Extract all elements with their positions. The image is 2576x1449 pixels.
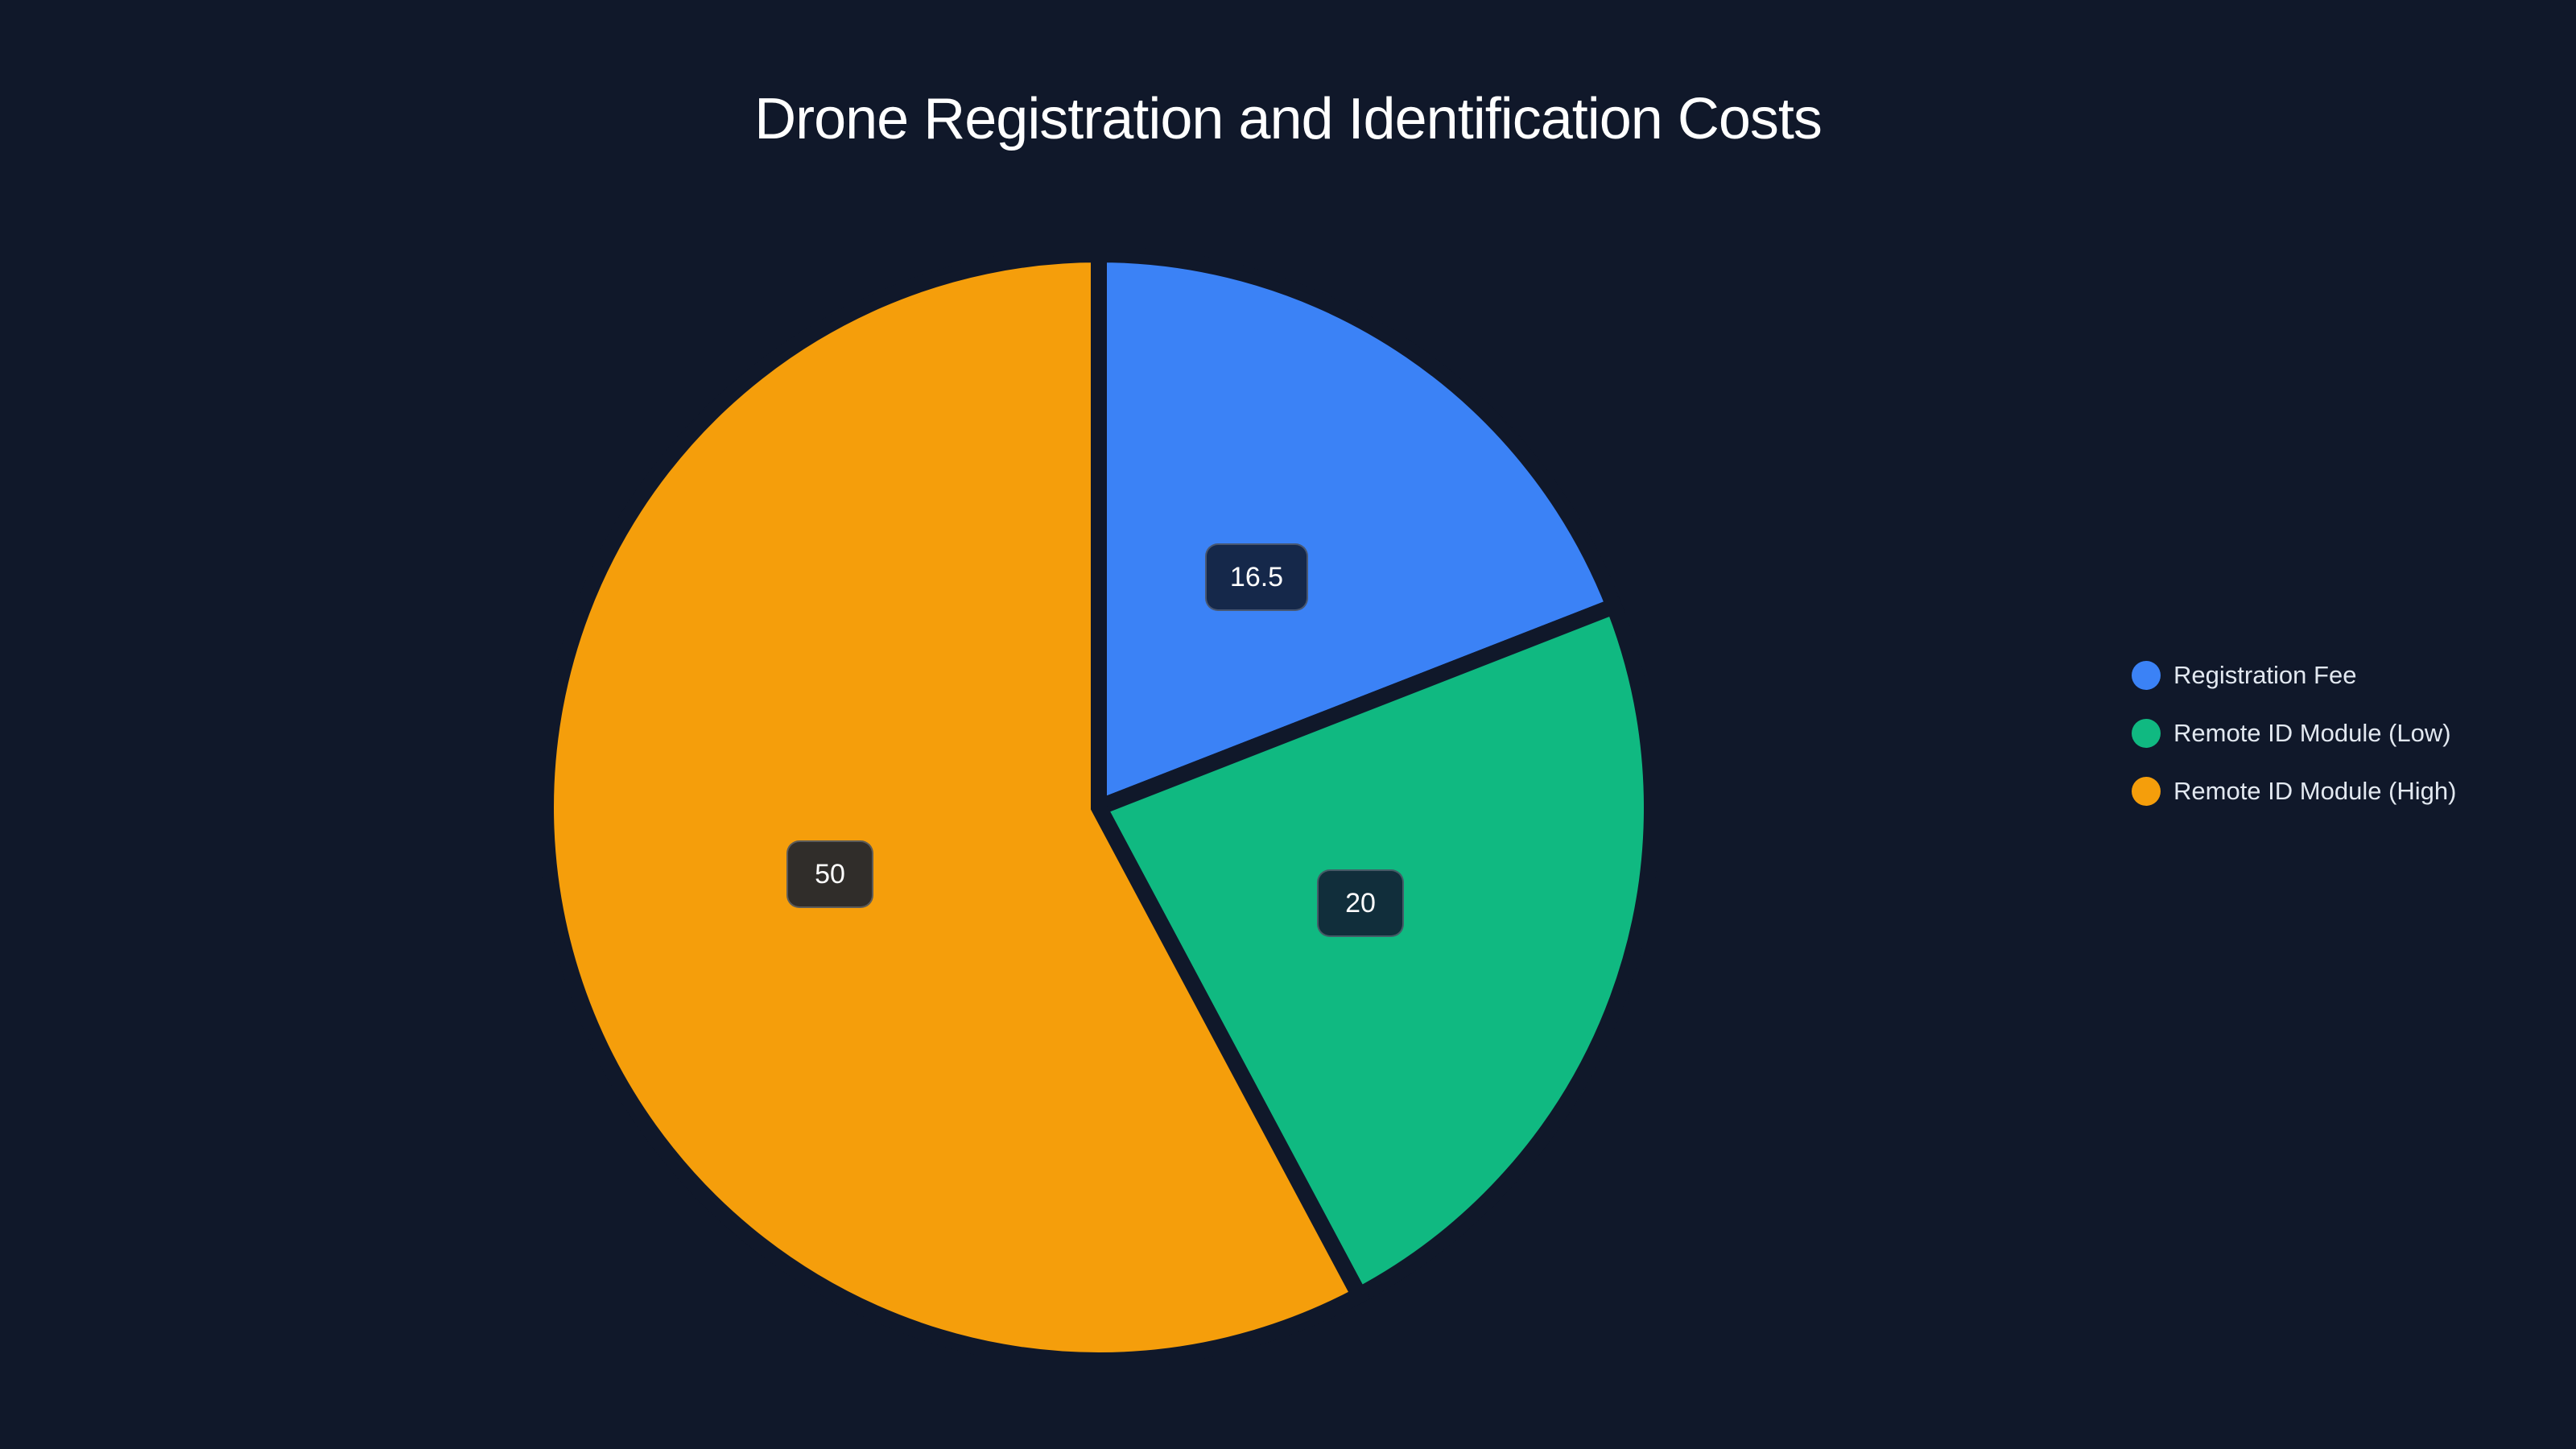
legend-label: Remote ID Module (High)	[2174, 777, 2457, 805]
data-label-remote-id-low: 20	[1317, 869, 1404, 937]
chart-title: Drone Registration and Identification Co…	[754, 87, 1823, 151]
legend-dot-icon	[2132, 777, 2161, 806]
legend-label: Remote ID Module (Low)	[2174, 719, 2451, 747]
legend-item-remote-id-low[interactable]: Remote ID Module (Low)	[2132, 704, 2456, 762]
data-label-remote-id-high: 50	[786, 840, 873, 908]
legend-item-registration-fee[interactable]: Registration Fee	[2132, 646, 2456, 704]
data-label-registration-fee: 16.5	[1205, 543, 1308, 611]
legend-label: Registration Fee	[2174, 661, 2357, 689]
pie-slices	[538, 246, 1660, 1368]
legend-item-remote-id-high[interactable]: Remote ID Module (High)	[2132, 762, 2456, 820]
slice-remote-id-high[interactable]	[538, 246, 1371, 1368]
legend-dot-icon	[2132, 661, 2161, 690]
slice-remote-id-low[interactable]	[1087, 596, 1660, 1307]
legend: Registration Fee Remote ID Module (Low) …	[2132, 646, 2456, 820]
slice-registration-fee[interactable]	[1091, 246, 1624, 819]
legend-dot-icon	[2132, 719, 2161, 748]
